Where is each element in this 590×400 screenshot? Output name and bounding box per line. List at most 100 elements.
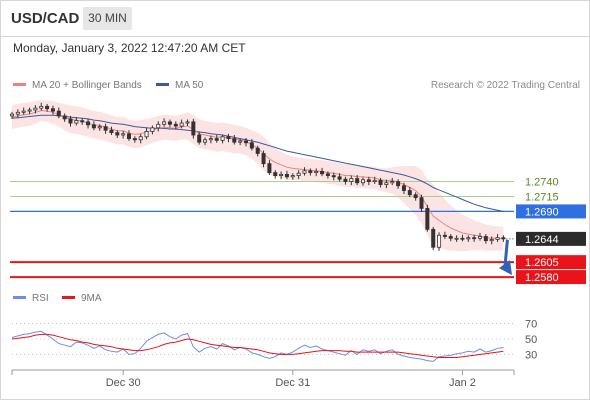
candle-body (68, 118, 73, 124)
candle-body (173, 123, 178, 127)
support-label: 1.2580 (525, 272, 559, 284)
rsi-ma-line (11, 333, 504, 358)
candle-body (208, 138, 213, 141)
forecast-arrow (499, 239, 512, 276)
candle-body (109, 129, 114, 134)
candle-body (355, 178, 360, 184)
candle-body (197, 134, 202, 143)
candle-body (273, 172, 278, 176)
x-tick-label: Jan 2 (449, 377, 476, 389)
candle-body (454, 237, 459, 240)
ma20-label: MA 20 + Bollinger Bands (32, 80, 142, 91)
candle-body (86, 121, 91, 126)
candle-body (472, 237, 477, 240)
candle-body (448, 236, 453, 239)
candle-body (56, 110, 61, 117)
x-tick-label: Dec 30 (106, 377, 141, 389)
candle-body (21, 110, 26, 113)
x-tick-label: Dec 31 (275, 377, 310, 389)
x-axis: Dec 30 Dec 31 Jan 2 (11, 369, 515, 389)
candle-body (27, 109, 32, 112)
candle-body (466, 237, 471, 240)
rsi-tick-label: 70 (525, 319, 537, 331)
candle-body (343, 178, 348, 182)
candle-body (437, 234, 442, 248)
candle-body (132, 138, 137, 141)
candle-body (33, 107, 38, 111)
candle-body (331, 175, 336, 178)
candle-body (62, 115, 67, 120)
legend-ma50: MA 50 (156, 80, 203, 91)
candle-body (39, 105, 44, 109)
ma50-label: MA 50 (175, 80, 204, 91)
support-label-box (516, 270, 586, 285)
candle-body (390, 181, 395, 184)
rsi-panel: 70 50 30 (11, 319, 537, 362)
candle-body (74, 120, 79, 124)
candle-body (156, 123, 161, 129)
candle-body (325, 173, 330, 176)
support-label: 1.2605 (525, 257, 559, 269)
candle-body (384, 182, 389, 185)
candle-body (255, 147, 260, 154)
candle-body (302, 170, 307, 174)
candle-body (407, 190, 412, 196)
candle-body (50, 108, 55, 112)
ma50-line (11, 114, 504, 212)
interval-button[interactable]: 30 MIN (83, 7, 132, 30)
resistance-label: 1.2740 (525, 177, 559, 189)
rsi-label: RSI (32, 293, 49, 304)
candle-body (378, 179, 383, 185)
candle-body (366, 179, 371, 182)
candle-body (45, 105, 50, 110)
candle-body (489, 239, 494, 242)
rsi-tick-label: 50 (525, 334, 537, 346)
legend-rsi-ma: 9MA (62, 293, 102, 304)
candle-body (477, 236, 482, 239)
support-label-box (516, 255, 586, 270)
candle-body (372, 179, 377, 182)
candle-body (9, 113, 14, 117)
candle-body (185, 121, 190, 124)
candle-body (121, 133, 126, 136)
candle-body (127, 133, 132, 139)
candle-body (279, 173, 284, 176)
ma20-swatch (13, 82, 26, 86)
candle-body (249, 142, 254, 149)
candle-body (203, 139, 208, 143)
candle-body (360, 179, 365, 184)
candle-body (191, 121, 196, 136)
resistance-label: 1.2715 (525, 191, 559, 203)
candle-body (308, 170, 313, 174)
candle-body (320, 171, 325, 175)
candle-body (261, 153, 266, 165)
candle-body (80, 120, 85, 123)
rsi-swatch (13, 295, 26, 299)
candle-body (401, 185, 406, 191)
candle-body (232, 138, 237, 143)
candle-body (15, 111, 20, 115)
price-level-labels: 1.2740 1.2715 1.2690 1.2644 1.2605 1.2580 (516, 177, 586, 285)
rsi-ma-swatch (62, 295, 75, 299)
candle-body (419, 197, 424, 209)
candle-body (396, 181, 401, 187)
candle-body (314, 171, 319, 174)
candle-body (138, 136, 143, 141)
pivot-label: 1.2690 (525, 206, 559, 218)
rsi-line (11, 330, 504, 362)
candle-body (144, 131, 149, 138)
candle-body (267, 163, 272, 174)
candle-body (162, 121, 167, 125)
ma50-swatch (156, 82, 169, 86)
candle-body (431, 228, 436, 248)
candle-body (296, 172, 301, 176)
candle-body (413, 194, 418, 199)
candle-body (91, 124, 96, 129)
candle-body (349, 178, 354, 182)
pivot-label-box (516, 204, 586, 219)
candle-body (150, 127, 155, 132)
candles (9, 102, 506, 251)
candle-body (179, 122, 184, 127)
candle-body (284, 173, 289, 178)
